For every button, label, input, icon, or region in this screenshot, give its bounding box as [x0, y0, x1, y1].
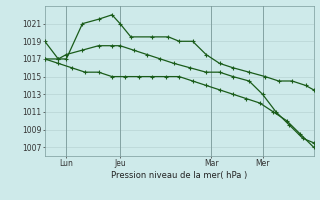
X-axis label: Pression niveau de la mer( hPa ): Pression niveau de la mer( hPa ): [111, 171, 247, 180]
